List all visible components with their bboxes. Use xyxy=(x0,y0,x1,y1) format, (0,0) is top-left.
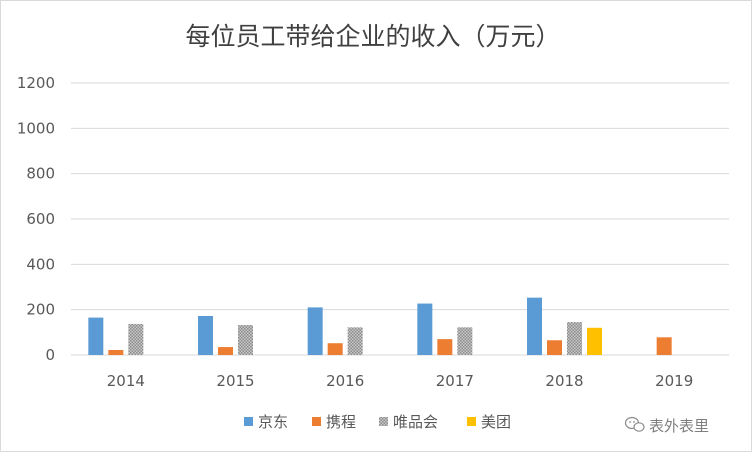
x-tick-label: 2019 xyxy=(655,372,693,390)
bar-京东-2018 xyxy=(527,297,542,355)
legend-label-京东: 京东 xyxy=(258,413,288,431)
bar-京东-2016 xyxy=(307,307,323,355)
legend-label-携程: 携程 xyxy=(326,413,356,431)
x-axis-ticks: 2014 2015 2016 2017 2018 2019 xyxy=(107,372,694,390)
x-tick-label: 2014 xyxy=(107,372,145,390)
legend-label-唯品会: 唯品会 xyxy=(393,413,438,431)
bar-携程-2019 xyxy=(656,337,672,355)
bar-携程-2014 xyxy=(108,350,124,355)
watermark: 表外表里 xyxy=(624,416,709,435)
bar-唯品会-2018 xyxy=(567,322,582,355)
legend-swatch-美团 xyxy=(467,417,476,426)
bar-京东-2015 xyxy=(198,316,213,355)
legend-label-美团: 美团 xyxy=(481,413,511,431)
x-tick-label: 2015 xyxy=(216,372,254,390)
bar-携程-2015 xyxy=(218,347,233,355)
bar-唯品会-2017 xyxy=(457,327,473,355)
legend-swatch-携程 xyxy=(312,417,321,426)
watermark-text: 表外表里 xyxy=(649,417,709,435)
bars xyxy=(88,297,672,355)
y-tick-label: 200 xyxy=(26,301,55,319)
chart-title: 每位员工带给企业的收入（万元） xyxy=(185,22,560,51)
bar-携程-2018 xyxy=(547,340,562,355)
wechat-icon xyxy=(624,416,645,432)
bar-美团-2018 xyxy=(587,327,602,355)
bar-唯品会-2016 xyxy=(347,327,363,355)
bar-唯品会-2014 xyxy=(128,323,144,355)
legend: 京东 携程 唯品会 美团 xyxy=(244,413,511,431)
y-tick-label: 1200 xyxy=(17,74,55,92)
y-tick-label: 800 xyxy=(26,165,55,183)
legend-swatch-唯品会 xyxy=(379,417,388,426)
bar-携程-2017 xyxy=(437,339,453,355)
y-axis-ticks: 0 200 400 600 800 1000 1200 xyxy=(17,74,55,364)
x-tick-label: 2018 xyxy=(545,372,583,390)
legend-swatch-京东 xyxy=(244,417,253,426)
bar-唯品会-2015 xyxy=(238,325,253,355)
y-tick-label: 600 xyxy=(26,210,55,228)
bar-京东-2014 xyxy=(88,317,104,355)
gridlines xyxy=(71,82,729,356)
x-tick-label: 2017 xyxy=(436,372,474,390)
y-tick-label: 400 xyxy=(26,255,55,273)
bar-京东-2017 xyxy=(417,303,433,355)
y-tick-label: 0 xyxy=(45,346,55,364)
x-tick-label: 2016 xyxy=(326,372,364,390)
y-tick-label: 1000 xyxy=(17,119,55,137)
bar-携程-2016 xyxy=(327,343,343,355)
